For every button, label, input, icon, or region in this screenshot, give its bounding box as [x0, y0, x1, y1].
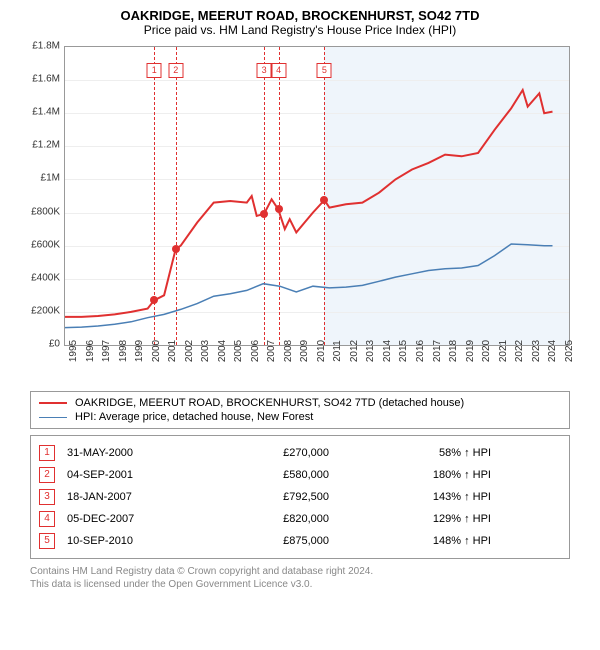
- y-tick-label: £1.6M: [20, 74, 60, 85]
- row-hpi: 148% ↑ HPI: [341, 535, 491, 547]
- chart-title: OAKRIDGE, MEERUT ROAD, BROCKENHURST, SO4…: [10, 8, 590, 23]
- row-number-box: 3: [39, 489, 55, 505]
- chart-area: 12 34 5 £0 £200K £400K £600K £800K £1M £1.2M £1.4…: [20, 41, 580, 386]
- hpi-line: [65, 244, 553, 328]
- y-tick-label: £400K: [20, 272, 60, 283]
- table-row: 4 05-DEC-2007 £820,000 129% ↑ HPI: [39, 508, 561, 530]
- y-tick-label: £1.8M: [20, 41, 60, 52]
- row-price: £270,000: [219, 447, 329, 459]
- y-tick-label: £1.2M: [20, 140, 60, 151]
- sale-marker-dot: [260, 210, 268, 218]
- y-tick-label: £200K: [20, 305, 60, 316]
- y-tick-label: £600K: [20, 239, 60, 250]
- sale-marker-number: 5: [317, 63, 332, 78]
- attribution-line: This data is licensed under the Open Gov…: [30, 578, 590, 591]
- attribution: Contains HM Land Registry data © Crown c…: [30, 565, 590, 591]
- table-row: 1 31-MAY-2000 £270,000 58% ↑ HPI: [39, 442, 561, 464]
- row-price: £792,500: [219, 491, 329, 503]
- legend-label: HPI: Average price, detached house, New …: [75, 411, 313, 423]
- row-price: £580,000: [219, 469, 329, 481]
- sale-marker-number: 1: [147, 63, 162, 78]
- y-tick-label: £0: [20, 339, 60, 350]
- price-line: [65, 90, 553, 317]
- row-date: 05-DEC-2007: [67, 513, 207, 525]
- sales-table: 1 31-MAY-2000 £270,000 58% ↑ HPI 2 04-SEP-200…: [30, 435, 570, 559]
- row-hpi: 143% ↑ HPI: [341, 491, 491, 503]
- row-date: 10-SEP-2010: [67, 535, 207, 547]
- sale-marker-number: 3: [257, 63, 272, 78]
- row-number-box: 4: [39, 511, 55, 527]
- y-tick-label: £1.4M: [20, 107, 60, 118]
- plot-region: 12 34 5: [64, 46, 570, 346]
- row-date: 04-SEP-2001: [67, 469, 207, 481]
- row-date: 31-MAY-2000: [67, 447, 207, 459]
- sale-marker-dot: [275, 205, 283, 213]
- row-number-box: 2: [39, 467, 55, 483]
- line-layer: [65, 47, 569, 345]
- sale-marker-dot: [150, 296, 158, 304]
- row-hpi: 180% ↑ HPI: [341, 469, 491, 481]
- legend-swatch: [39, 402, 67, 404]
- legend-box: OAKRIDGE, MEERUT ROAD, BROCKENHURST, SO4…: [30, 391, 570, 429]
- table-row: 5 10-SEP-2010 £875,000 148% ↑ HPI: [39, 530, 561, 552]
- row-price: £875,000: [219, 535, 329, 547]
- chart-subtitle: Price paid vs. HM Land Registry's House …: [10, 23, 590, 37]
- row-price: £820,000: [219, 513, 329, 525]
- legend-swatch: [39, 417, 67, 418]
- row-number-box: 1: [39, 445, 55, 461]
- row-hpi: 129% ↑ HPI: [341, 513, 491, 525]
- row-number-box: 5: [39, 533, 55, 549]
- attribution-line: Contains HM Land Registry data © Crown c…: [30, 565, 590, 578]
- legend-item: HPI: Average price, detached house, New …: [39, 410, 561, 424]
- sale-marker-dot: [320, 196, 328, 204]
- legend-label: OAKRIDGE, MEERUT ROAD, BROCKENHURST, SO4…: [75, 397, 464, 409]
- table-row: 2 04-SEP-2001 £580,000 180% ↑ HPI: [39, 464, 561, 486]
- sale-marker-number: 4: [271, 63, 286, 78]
- row-date: 18-JAN-2007: [67, 491, 207, 503]
- chart-container: OAKRIDGE, MEERUT ROAD, BROCKENHURST, SO4…: [0, 0, 600, 650]
- y-tick-label: £800K: [20, 206, 60, 217]
- sale-marker-number: 2: [168, 63, 183, 78]
- sale-marker-dot: [172, 245, 180, 253]
- table-row: 3 18-JAN-2007 £792,500 143% ↑ HPI: [39, 486, 561, 508]
- y-tick-label: £1M: [20, 173, 60, 184]
- legend-item: OAKRIDGE, MEERUT ROAD, BROCKENHURST, SO4…: [39, 396, 561, 410]
- row-hpi: 58% ↑ HPI: [341, 447, 491, 459]
